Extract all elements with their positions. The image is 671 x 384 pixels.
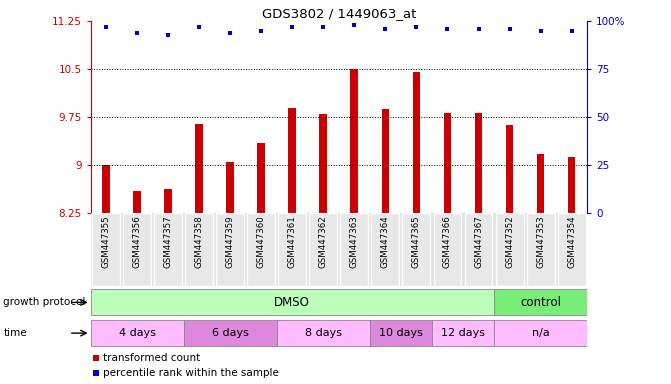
Point <box>349 22 360 28</box>
FancyBboxPatch shape <box>494 290 587 315</box>
Text: GSM447367: GSM447367 <box>474 215 483 268</box>
FancyBboxPatch shape <box>216 213 244 286</box>
Point <box>318 24 329 30</box>
Text: GSM447352: GSM447352 <box>505 215 514 268</box>
Text: 8 days: 8 days <box>305 328 342 338</box>
FancyBboxPatch shape <box>496 213 523 286</box>
Point <box>163 31 174 38</box>
Bar <box>319 114 327 213</box>
Text: GSM447364: GSM447364 <box>381 215 390 268</box>
FancyBboxPatch shape <box>91 320 184 346</box>
Text: growth protocol: growth protocol <box>3 297 86 308</box>
Point <box>535 28 546 34</box>
Point <box>194 24 205 30</box>
Point <box>90 355 101 361</box>
FancyBboxPatch shape <box>184 320 277 346</box>
Text: control: control <box>520 296 561 309</box>
FancyBboxPatch shape <box>92 213 120 286</box>
Point <box>101 24 111 30</box>
Bar <box>289 108 296 213</box>
Bar <box>350 69 358 213</box>
Bar <box>134 191 141 213</box>
Bar <box>164 189 172 213</box>
FancyBboxPatch shape <box>340 213 368 286</box>
Point <box>256 28 266 34</box>
Bar <box>413 72 420 213</box>
FancyBboxPatch shape <box>185 213 213 286</box>
Bar <box>537 154 544 213</box>
Bar <box>195 124 203 213</box>
Text: transformed count: transformed count <box>103 353 200 363</box>
Point <box>132 30 142 36</box>
Text: GSM447353: GSM447353 <box>536 215 545 268</box>
Point <box>90 370 101 376</box>
Text: GSM447365: GSM447365 <box>412 215 421 268</box>
Text: GSM447359: GSM447359 <box>225 215 235 268</box>
Point <box>287 24 298 30</box>
FancyBboxPatch shape <box>370 320 432 346</box>
Text: GSM447362: GSM447362 <box>319 215 328 268</box>
Point <box>473 26 484 32</box>
Point <box>411 24 422 30</box>
Text: GSM447355: GSM447355 <box>101 215 111 268</box>
Text: GSM447354: GSM447354 <box>567 215 576 268</box>
Bar <box>568 157 576 213</box>
FancyBboxPatch shape <box>464 213 493 286</box>
Text: percentile rank within the sample: percentile rank within the sample <box>103 368 279 378</box>
Text: GSM447360: GSM447360 <box>257 215 266 268</box>
Text: GSM447361: GSM447361 <box>288 215 297 268</box>
Text: DMSO: DMSO <box>274 296 310 309</box>
Point <box>504 26 515 32</box>
FancyBboxPatch shape <box>154 213 182 286</box>
FancyBboxPatch shape <box>527 213 554 286</box>
Text: n/a: n/a <box>531 328 550 338</box>
FancyBboxPatch shape <box>494 320 587 346</box>
Text: 4 days: 4 days <box>119 328 156 338</box>
FancyBboxPatch shape <box>277 320 370 346</box>
FancyBboxPatch shape <box>278 213 306 286</box>
FancyBboxPatch shape <box>558 213 586 286</box>
FancyBboxPatch shape <box>372 213 399 286</box>
Point <box>225 30 236 36</box>
Text: 12 days: 12 days <box>441 328 485 338</box>
Bar <box>506 125 513 213</box>
FancyBboxPatch shape <box>403 213 430 286</box>
FancyBboxPatch shape <box>432 320 494 346</box>
Bar <box>444 113 452 213</box>
Text: 10 days: 10 days <box>379 328 423 338</box>
Title: GDS3802 / 1449063_at: GDS3802 / 1449063_at <box>262 7 416 20</box>
Point <box>442 26 453 32</box>
Text: GSM447357: GSM447357 <box>164 215 172 268</box>
Text: 6 days: 6 days <box>212 328 249 338</box>
Text: GSM447363: GSM447363 <box>350 215 359 268</box>
Text: GSM447356: GSM447356 <box>133 215 142 268</box>
Bar <box>258 143 265 213</box>
Text: GSM447358: GSM447358 <box>195 215 204 268</box>
Bar <box>474 113 482 213</box>
Point <box>566 28 577 34</box>
Bar <box>382 109 389 213</box>
Bar <box>226 162 234 213</box>
Bar <box>102 165 110 213</box>
FancyBboxPatch shape <box>123 213 151 286</box>
Text: GSM447366: GSM447366 <box>443 215 452 268</box>
FancyBboxPatch shape <box>433 213 462 286</box>
FancyBboxPatch shape <box>248 213 275 286</box>
Point <box>380 26 391 32</box>
Text: time: time <box>3 328 27 338</box>
FancyBboxPatch shape <box>91 290 494 315</box>
FancyBboxPatch shape <box>309 213 338 286</box>
